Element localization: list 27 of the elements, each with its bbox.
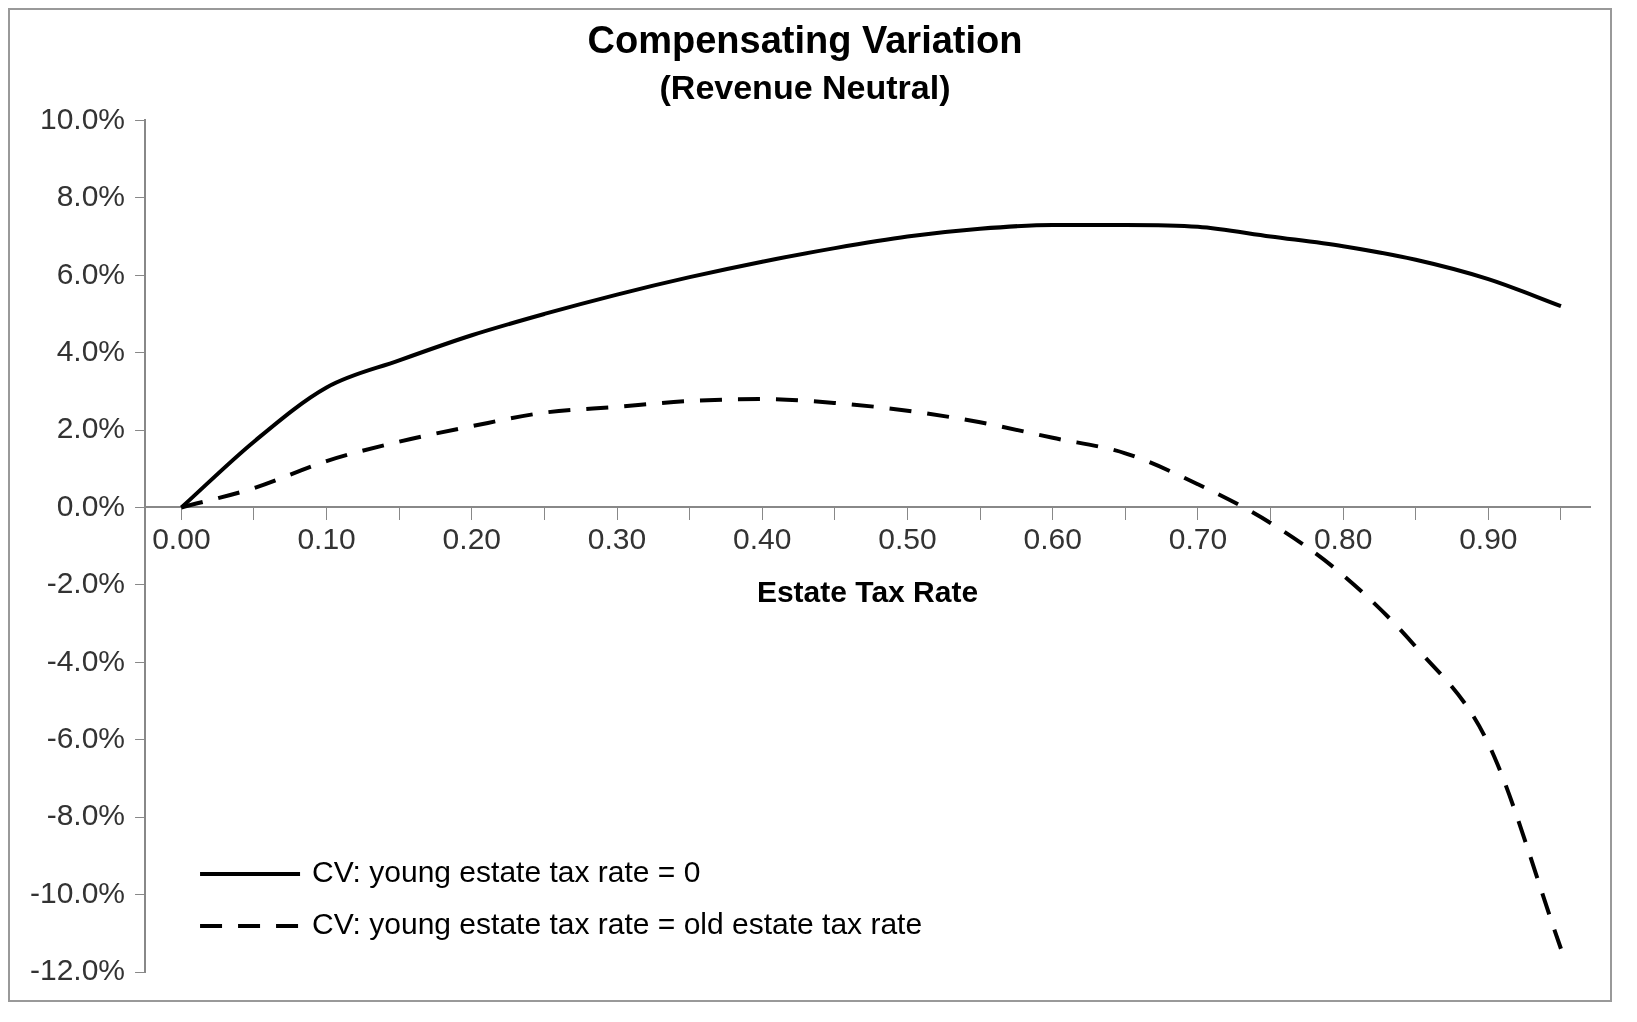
chart-title: Compensating Variation [587,19,1023,62]
chart-subtitle: (Revenue Neutral) [659,68,951,107]
x-tick-label: 0.70 [1168,521,1228,555]
x-tick-label: 0.30 [587,521,647,555]
x-tick-label: 0.40 [733,521,792,555]
x-tick-label: 0.10 [297,521,356,555]
legend-label: CV: young estate tax rate = 0 [312,855,701,889]
y-tick-label: 2.0% [56,411,126,445]
y-tick-label: 10.0% [39,101,126,135]
x-tick-label: 0.80 [1313,521,1373,555]
x-tick-label: 0.00 [152,521,211,555]
x-tick-label: 0.20 [442,521,501,555]
y-tick-label: -8.0% [46,798,126,832]
x-tick-label: 0.50 [878,521,937,555]
y-tick-label: -2.0% [46,566,126,600]
x-tick-label: 0.90 [1459,521,1518,555]
y-tick-label: -4.0% [46,643,126,677]
y-tick-label: -10.0% [29,875,126,909]
legend-label: CV: young estate tax rate = old estate tax rate [312,907,923,941]
y-tick-label: 0.0% [56,488,126,522]
y-tick-label: -12.0% [29,953,126,987]
x-tick-label: 0.60 [1023,521,1082,555]
y-tick-label: 8.0% [56,179,126,213]
y-tick-label: -6.0% [46,721,126,755]
y-tick-label: 4.0% [56,333,126,367]
x-axis-title: Estate Tax Rate [756,574,979,608]
y-tick-label: 6.0% [56,256,126,290]
